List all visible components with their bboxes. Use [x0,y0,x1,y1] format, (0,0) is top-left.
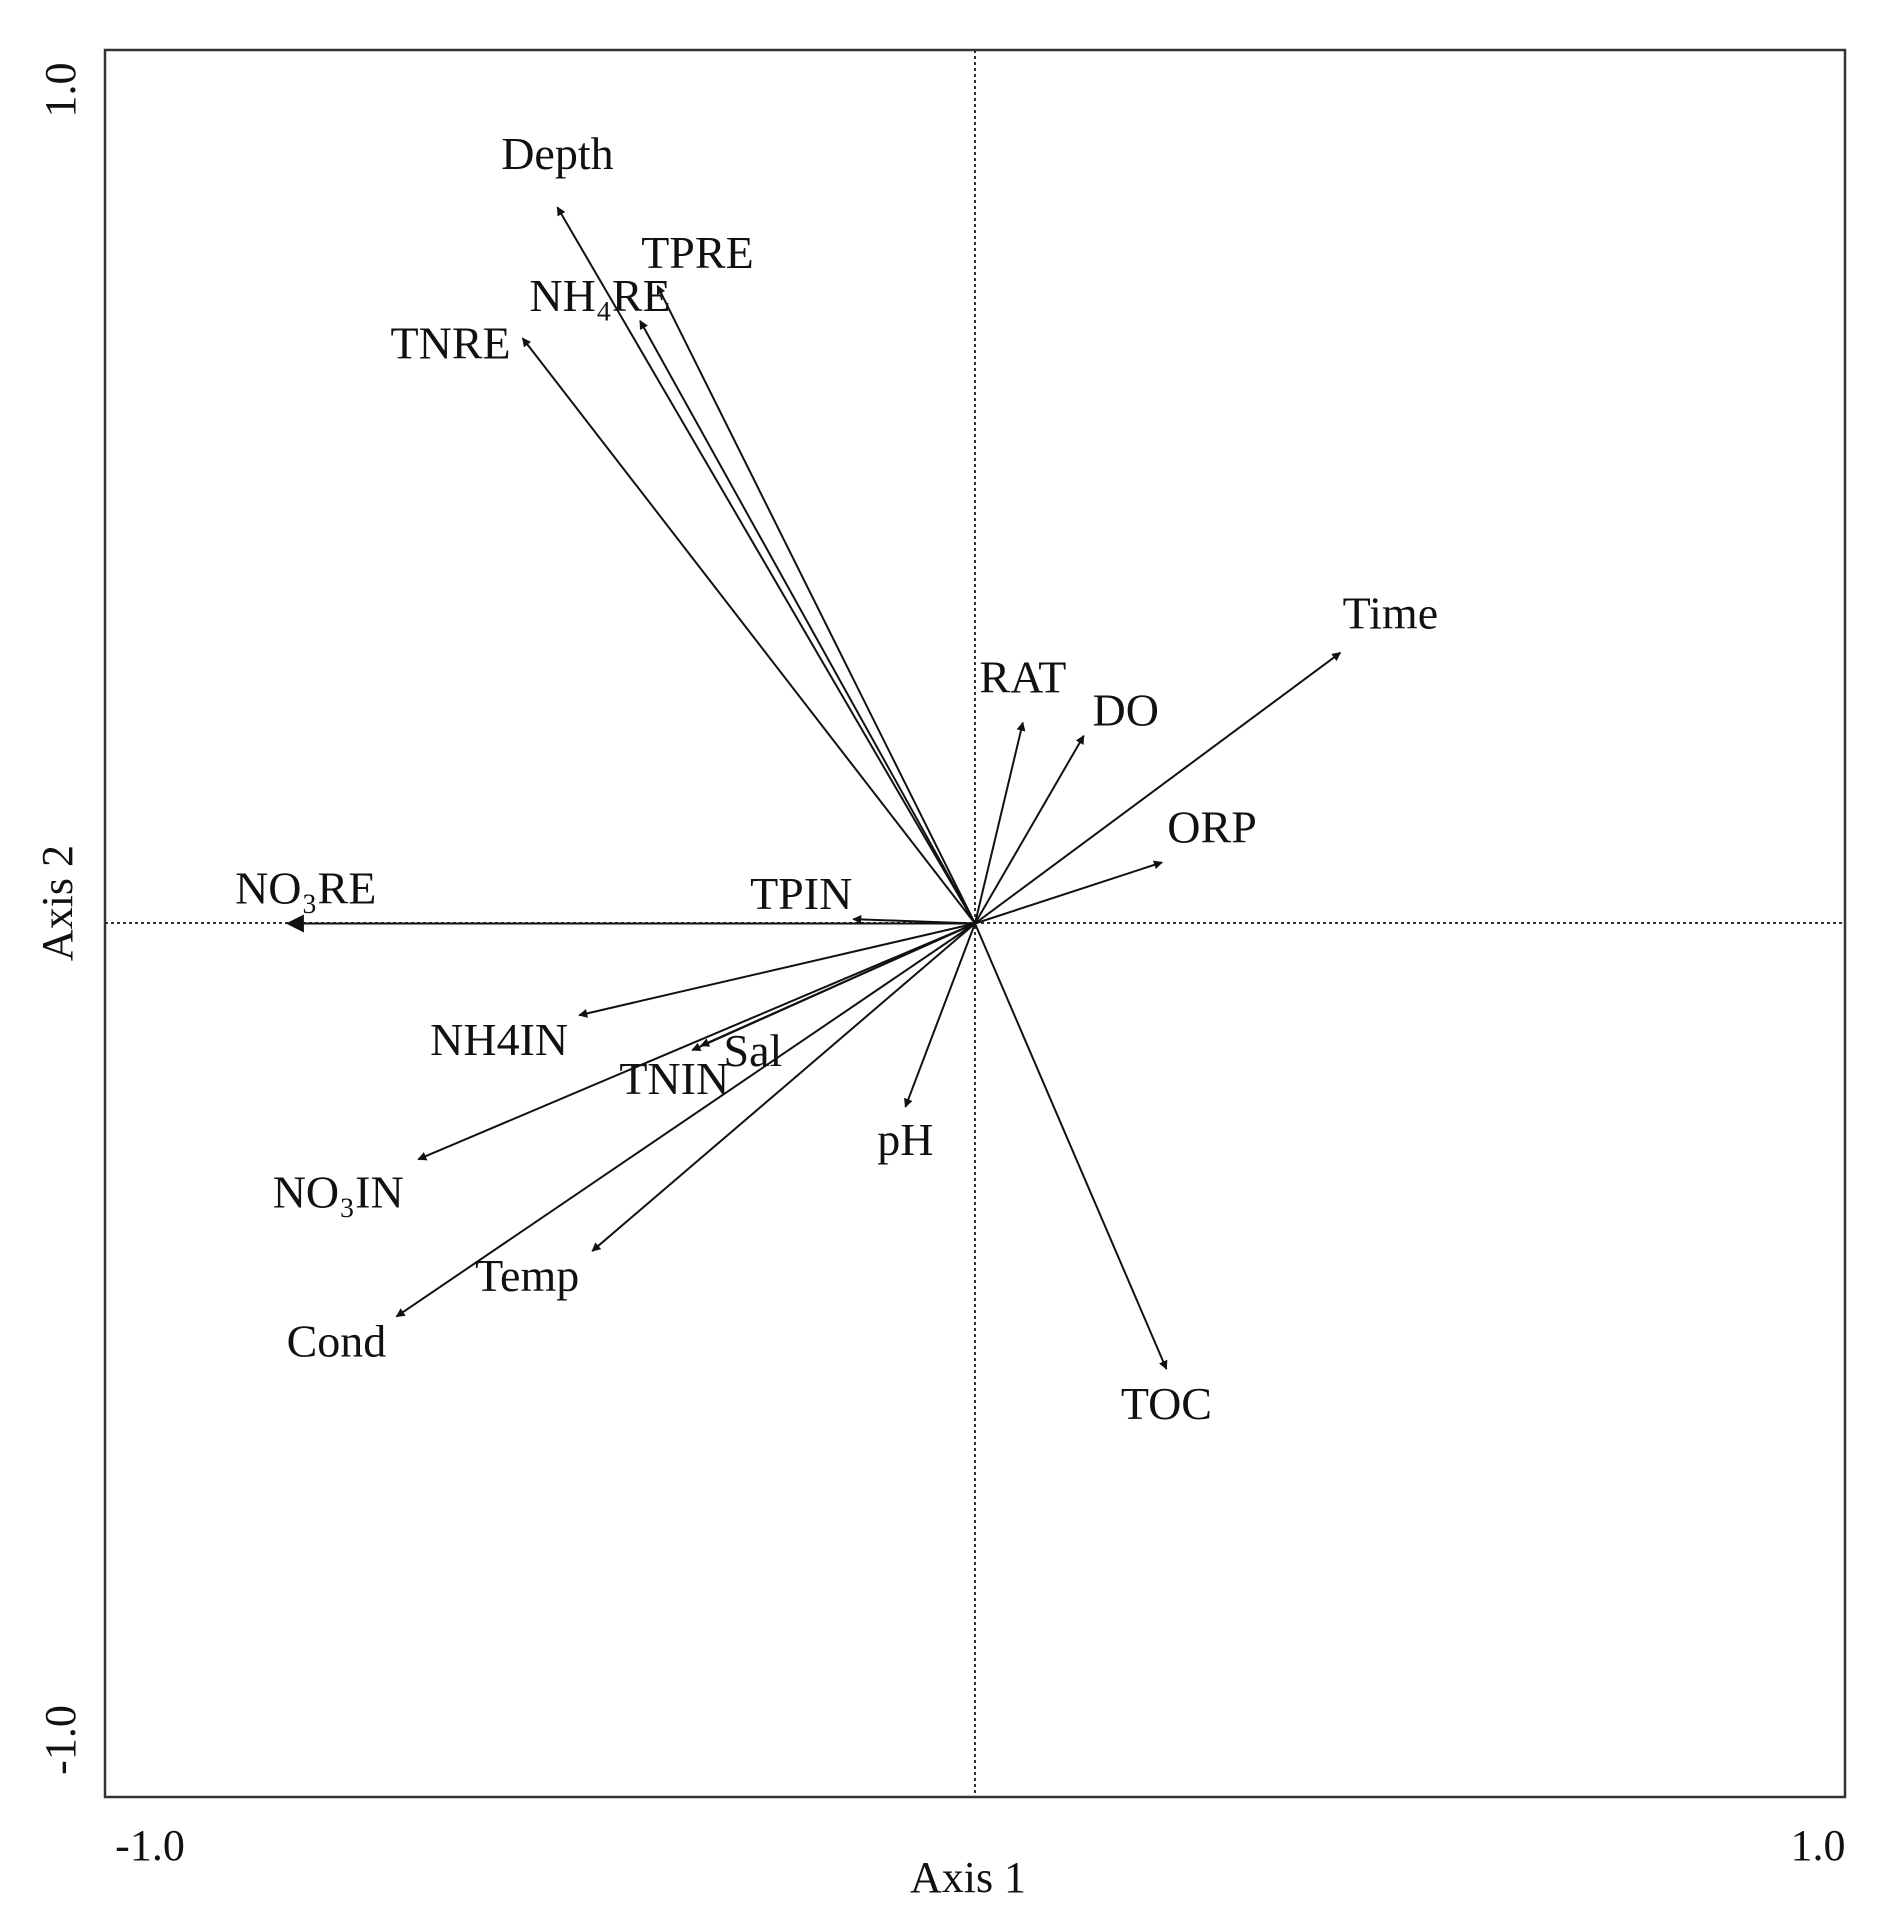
y-tick-min: -1.0 [36,1705,85,1775]
vector-tnin [691,922,976,1052]
vector-label-nh4in: NH4IN [430,1014,568,1065]
vector-orp [974,860,1163,925]
vector-label-rat: RAT [979,652,1066,703]
vector-nh4re [639,319,976,924]
vector-nh4in [578,922,976,1018]
vector-label-tpin: TPIN [750,868,852,919]
plot-frame [103,48,1847,1799]
vector-label-nh4re: NH₄RE [529,270,670,321]
vector-toc [974,923,1168,1370]
vector-label-tnin: TNIN [619,1053,729,1104]
vector-label-no3in: NO₃IN [273,1166,404,1217]
x-tick-max: 1.0 [1791,1821,1846,1870]
x-axis-label: Axis 1 [910,1853,1026,1902]
vector-label-cond: Cond [287,1316,387,1367]
vector-tpre [656,285,976,924]
vector-label-sal: Sal [724,1025,783,1076]
vector-label-ph: pH [877,1114,933,1165]
vector-label-depth: Depth [501,128,613,179]
vector-tnre [521,337,976,925]
vector-label-toc: TOC [1121,1378,1212,1429]
vector-label-no3re: NO₃RE [235,863,376,914]
vector-label-tnre: TNRE [391,317,511,368]
vector-label-orp: ORP [1167,801,1256,852]
vector-tpin [852,914,976,925]
y-axis-label: Axis 2 [33,845,82,961]
vector-temp [591,922,976,1252]
vector-label-tpre: TPRE [641,227,753,278]
vector-do [974,734,1085,925]
y-tick-max: 1.0 [36,63,85,118]
vector-label-temp: Temp [475,1250,579,1301]
vector-time [974,651,1342,925]
vector-label-do: DO [1093,685,1159,736]
vector-ph [904,923,976,1108]
vector-no3in [417,922,976,1161]
vector-cond [395,922,976,1318]
vector-depth [556,206,976,925]
vector-rat [974,721,1026,924]
x-tick-min: -1.0 [115,1821,185,1870]
vector-label-time: Time [1343,588,1438,639]
